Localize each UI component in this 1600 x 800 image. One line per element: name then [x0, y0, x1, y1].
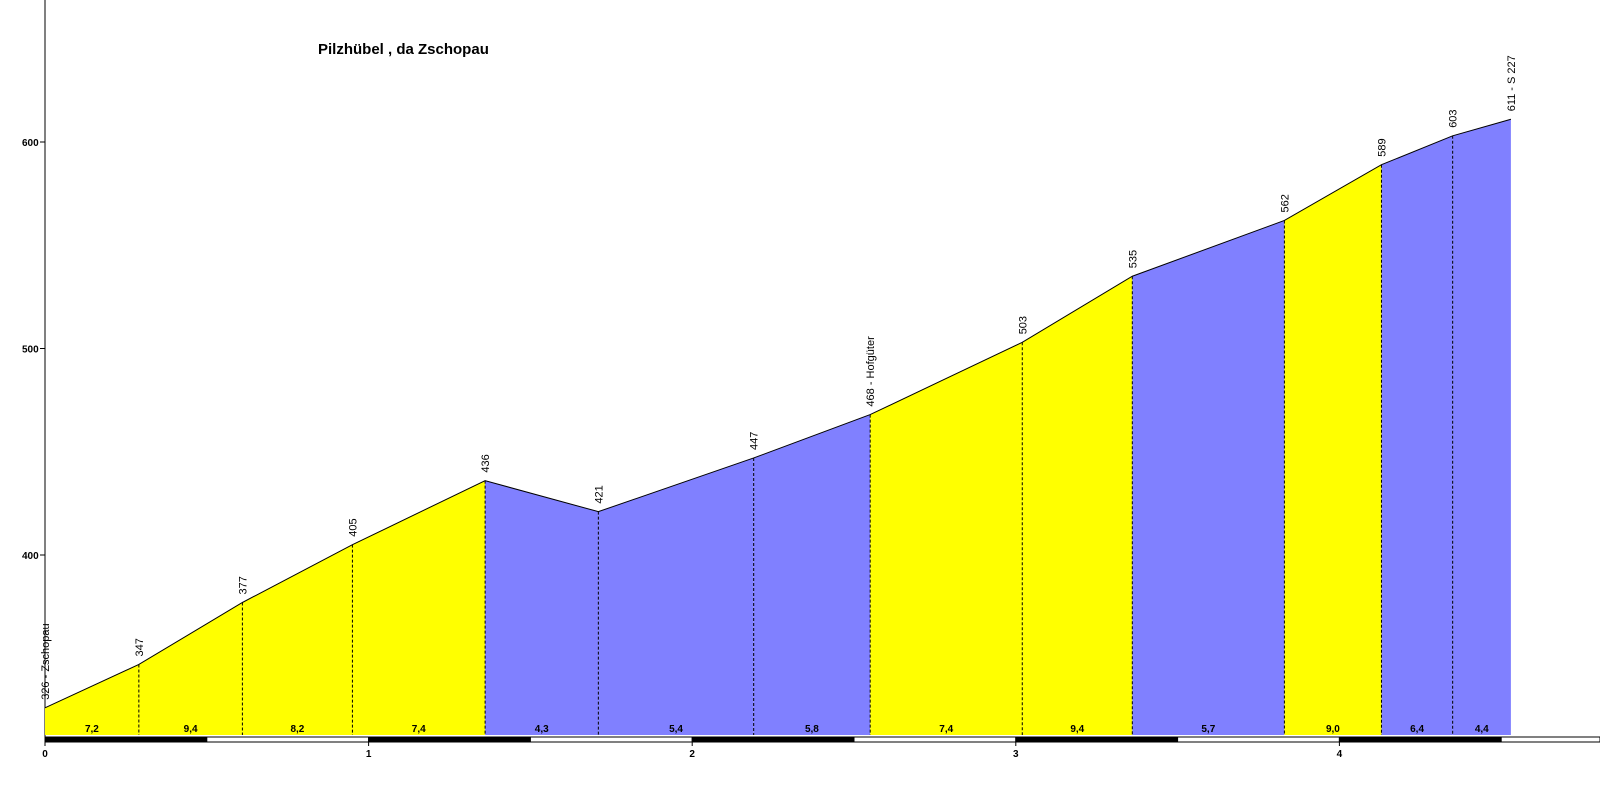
point-label: 589: [1376, 138, 1388, 156]
point-label: 468 - Hofgüter: [865, 336, 877, 407]
scale-bar-segment: [853, 736, 1017, 743]
y-axis-ticks: 400 500 600: [22, 138, 45, 562]
x-axis-scale: 0 1 2 3 4: [42, 736, 1600, 760]
segment-fill: [352, 480, 486, 735]
x-tick-label: 1: [366, 749, 372, 760]
segment-fill: [1381, 135, 1453, 735]
segment-fill: [1284, 164, 1382, 736]
segment-fill: [870, 342, 1023, 735]
scale-bar-segment: [1500, 736, 1600, 743]
segment-fill: [138, 602, 243, 735]
segment-fill: [45, 664, 139, 735]
chart-title: Pilzhübel , da Zschopau: [318, 41, 489, 58]
profile-line: [44, 118, 1512, 709]
segment-fill: [753, 414, 871, 735]
gradient-label: 7,4: [412, 724, 426, 735]
gradient-label: 8,2: [290, 724, 304, 735]
point-label: 447: [749, 432, 761, 450]
segment-fill: [1022, 276, 1133, 735]
gradient-label: 7,4: [939, 724, 953, 735]
segment-fill: [598, 457, 754, 735]
point-label: 436: [480, 454, 492, 472]
x-tick-label: 3: [1013, 749, 1019, 760]
point-label: 503: [1017, 316, 1029, 334]
gradient-label: 5,7: [1201, 724, 1215, 735]
x-tick-label: 4: [1337, 749, 1343, 760]
gradient-label: 5,4: [669, 724, 683, 735]
gradient-label: 4,4: [1475, 724, 1489, 735]
scale-bar-segment: [1338, 736, 1502, 743]
point-label: 421: [593, 485, 605, 503]
point-label: 603: [1448, 109, 1460, 127]
scale-bar-segment: [206, 736, 370, 743]
segment-fill: [1132, 220, 1285, 736]
point-label: 326 - Zschopau: [40, 623, 52, 699]
scale-bar-segment: [368, 736, 531, 743]
segment-dividers: [138, 135, 1454, 735]
x-tick-label: 2: [689, 749, 695, 760]
point-labels: 326 - Zschopau 347 377 405 436 421 447 468 - Ho…: [40, 55, 1518, 700]
point-label: 347: [134, 638, 146, 656]
scale-bar-segment: [691, 736, 855, 743]
scale-bar-segment: [529, 736, 693, 743]
point-label: 405: [347, 518, 359, 536]
y-tick-label: 400: [22, 551, 39, 562]
point-label: 377: [237, 576, 249, 594]
gradient-label: 5,8: [805, 724, 819, 735]
segment-fill: [1452, 119, 1511, 735]
point-label: 611 - S 227: [1506, 55, 1518, 111]
gradient-label: 6,4: [1410, 724, 1424, 735]
scale-bar-segment: [1015, 736, 1179, 743]
point-label: 562: [1279, 194, 1291, 212]
gradient-label: 9,4: [1070, 724, 1084, 735]
gradient-label: 4,3: [535, 724, 549, 735]
y-tick-label: 600: [22, 138, 39, 149]
gradient-label: 9,0: [1326, 724, 1340, 735]
y-tick-label: 500: [22, 345, 39, 356]
scale-bar-segment: [44, 736, 208, 743]
profile-line-group: [44, 118, 1512, 709]
scale-bar-segment: [1177, 736, 1340, 743]
gradient-label: 7,2: [85, 724, 99, 735]
x-tick-label: 0: [42, 749, 48, 760]
segment-fills: [45, 119, 1511, 736]
gradient-label: 9,4: [184, 724, 198, 735]
segment-fill: [485, 480, 599, 735]
point-label: 535: [1127, 250, 1139, 268]
segment-fill: [242, 544, 353, 735]
gradient-labels: 7,2 9,4 8,2 7,4 4,3 5,4 5,8 7,4 9,4 5,7 9,0 6,4 4,4: [85, 724, 1489, 735]
